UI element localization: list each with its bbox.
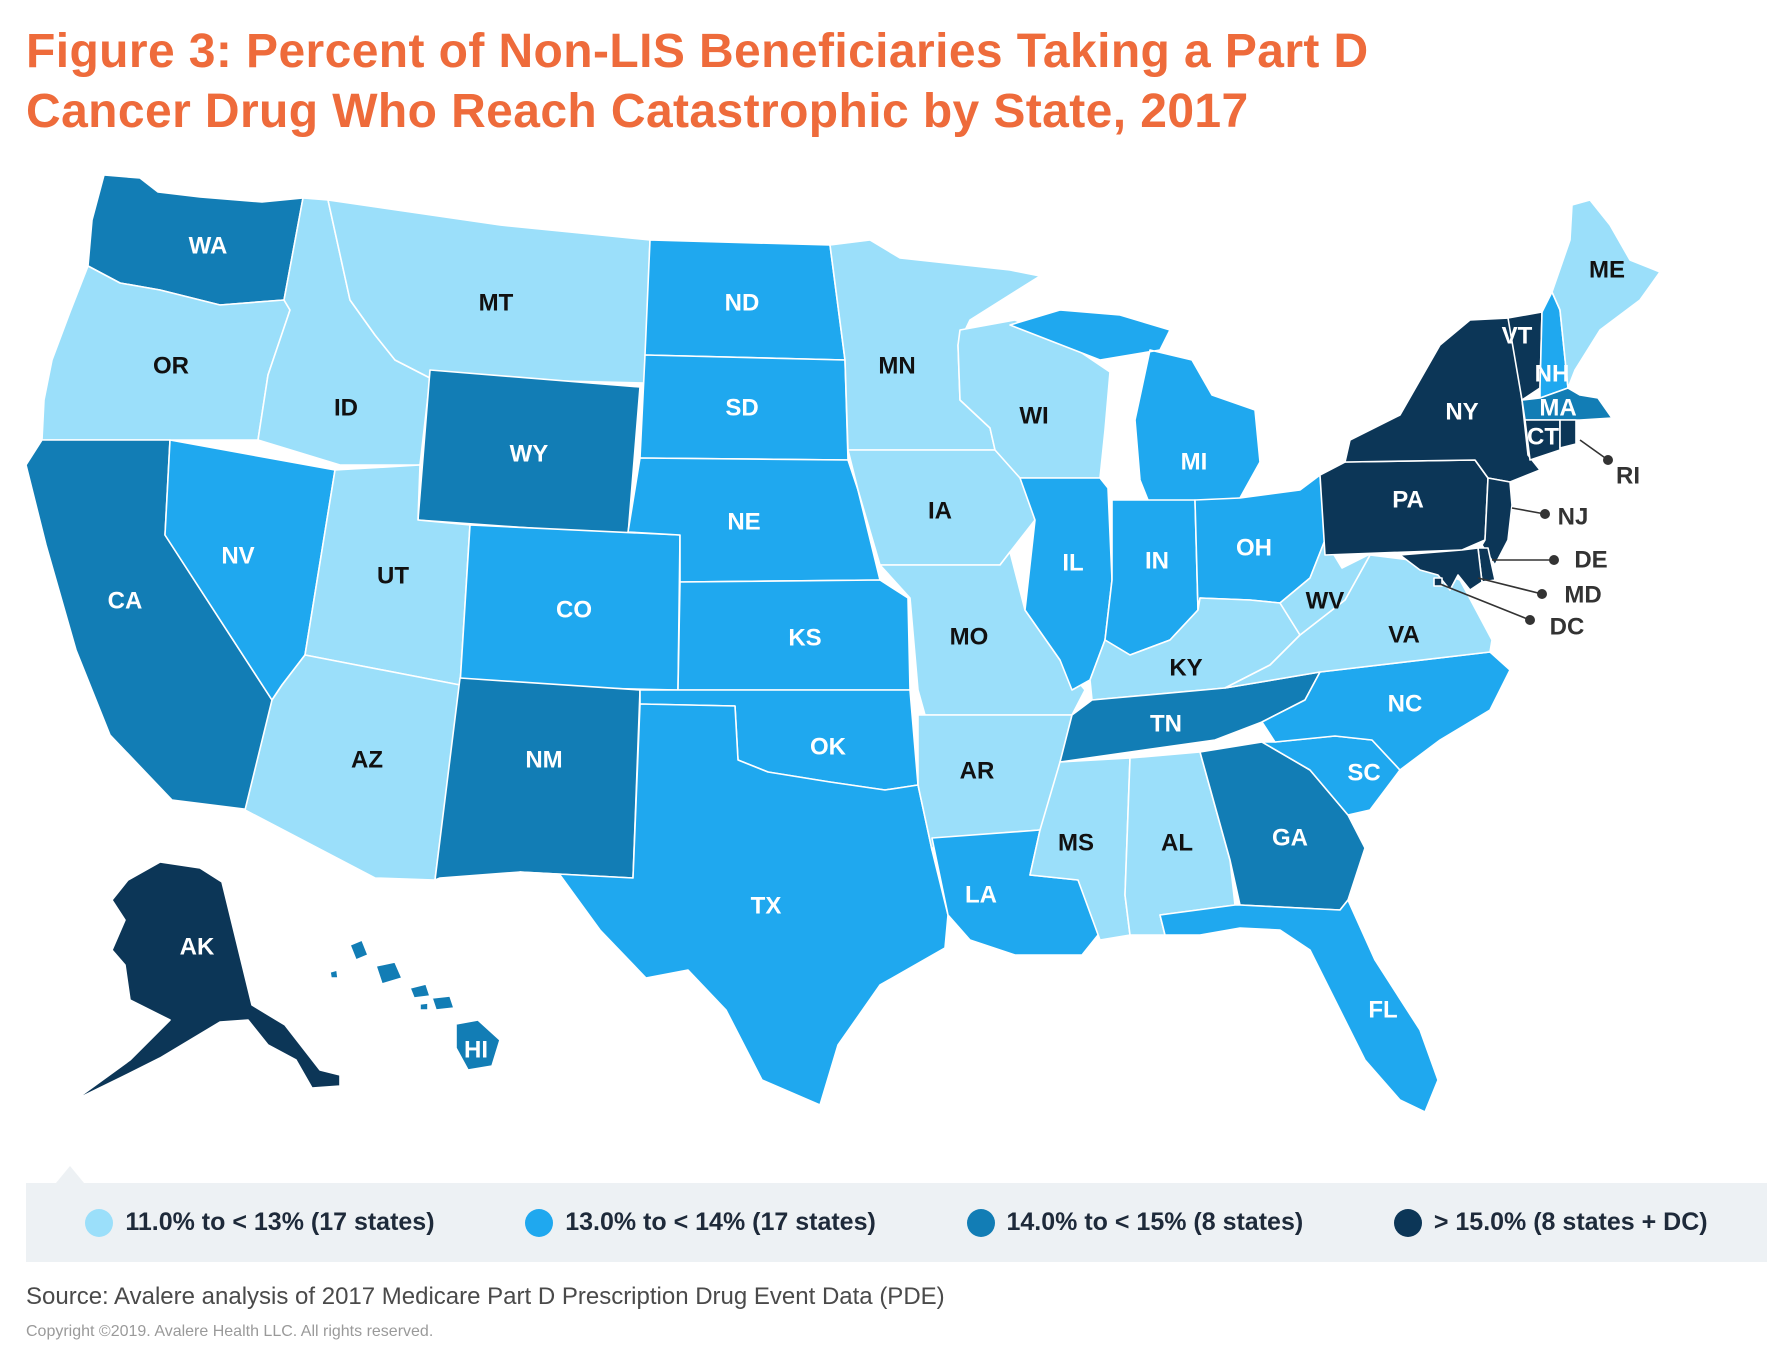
state-label-DE: DE — [1574, 547, 1607, 574]
state-RI — [1559, 419, 1577, 449]
legend-item-3: 14.0% to < 15% (8 states) — [966, 1208, 1304, 1237]
state-label-PA: PA — [1392, 487, 1424, 514]
legend: 11.0% to < 13% (17 states) 13.0% to < 14… — [26, 1183, 1767, 1262]
title-line-2: Cancer Drug Who Reach Catastrophic by St… — [26, 85, 1249, 138]
legend-label-3: 14.0% to < 15% (8 states) — [1006, 1208, 1304, 1236]
copyright-note: Copyright ©2019. Avalere Health LLC. All… — [26, 1323, 434, 1340]
state-label-GA: GA — [1272, 825, 1308, 852]
state-label-WI: WI — [1019, 403, 1048, 430]
state-label-WA: WA — [189, 233, 228, 260]
state-label-TN: TN — [1150, 711, 1182, 738]
state-label-MD: MD — [1564, 582, 1601, 609]
state-label-AR: AR — [960, 758, 995, 785]
state-HI — [329, 939, 501, 1071]
state-label-NH: NH — [1535, 361, 1570, 388]
state-label-RI: RI — [1616, 463, 1640, 490]
state-label-NM: NM — [525, 747, 562, 774]
state-label-CA: CA — [108, 588, 143, 615]
callout-dot-DC — [1525, 615, 1535, 625]
state-label-ID: ID — [334, 395, 358, 422]
state-label-HI: HI — [464, 1037, 488, 1064]
legend-pointer — [56, 1166, 84, 1183]
callout-line-MD — [1477, 577, 1543, 595]
legend-swatch-3 — [966, 1208, 995, 1237]
state-label-NV: NV — [221, 543, 254, 570]
legend-label-4: > 15.0% (8 states + DC) — [1433, 1208, 1708, 1236]
state-label-TX: TX — [751, 893, 782, 920]
legend-label-1: 11.0% to < 13% (17 states) — [125, 1208, 435, 1236]
state-label-WY: WY — [510, 441, 549, 468]
legend-item-1: 11.0% to < 13% (17 states) — [85, 1208, 435, 1237]
title-line-1: Figure 3: Percent of Non-LIS Beneficiari… — [26, 25, 1369, 78]
state-NC — [1261, 651, 1511, 771]
callout-dot-DE — [1549, 555, 1559, 565]
state-label-AK: AK — [180, 934, 215, 961]
state-label-CO: CO — [556, 597, 592, 624]
state-AK — [74, 861, 341, 1101]
state-label-MA: MA — [1539, 395, 1576, 422]
state-label-UT: UT — [377, 563, 409, 590]
state-label-VA: VA — [1388, 622, 1420, 649]
callout-dot-MD — [1537, 589, 1547, 599]
state-label-ME: ME — [1589, 257, 1625, 284]
state-label-MT: MT — [479, 290, 514, 317]
state-label-NE: NE — [727, 509, 760, 536]
legend-swatch-4 — [1393, 1208, 1422, 1237]
callout-line-RI — [1579, 439, 1609, 461]
legend-item-2: 13.0% to < 14% (17 states) — [525, 1208, 876, 1237]
state-label-LA: LA — [965, 882, 997, 909]
legend-swatch-1 — [85, 1208, 114, 1237]
state-label-SC: SC — [1347, 760, 1380, 787]
state-MO — [879, 551, 1086, 716]
state-label-KY: KY — [1169, 655, 1202, 682]
callout-dot-NJ — [1540, 509, 1550, 519]
legend-label-2: 13.0% to < 14% (17 states) — [565, 1208, 876, 1236]
callout-line-NJ — [1511, 507, 1546, 515]
state-label-IL: IL — [1062, 550, 1083, 577]
state-label-DC: DC — [1550, 614, 1585, 641]
state-FL — [1159, 899, 1439, 1113]
state-label-MN: MN — [878, 353, 915, 380]
state-label-MS: MS — [1058, 830, 1094, 857]
callout-lines — [1439, 439, 1613, 625]
state-label-SD: SD — [725, 395, 758, 422]
state-MD — [1399, 547, 1483, 591]
legend-swatch-2 — [525, 1208, 554, 1237]
state-label-OH: OH — [1236, 535, 1272, 562]
state-label-ND: ND — [725, 290, 760, 317]
state-NM — [434, 677, 641, 881]
state-label-IA: IA — [928, 498, 952, 525]
state-MI — [1009, 309, 1261, 506]
state-NJ — [1481, 477, 1513, 566]
chart-title: Figure 3: Percent of Non-LIS Beneficiari… — [26, 22, 1766, 142]
state-label-MI: MI — [1181, 449, 1208, 476]
state-label-KS: KS — [788, 625, 821, 652]
state-CT — [1524, 419, 1561, 461]
state-label-MO: MO — [950, 624, 989, 651]
state-label-WV: WV — [1306, 588, 1345, 615]
state-label-NJ: NJ — [1558, 504, 1589, 531]
callout-dot-RI — [1603, 455, 1613, 465]
source-note: Source: Avalere analysis of 2017 Medicar… — [26, 1283, 945, 1310]
state-TX — [519, 703, 949, 1106]
legend-item-4: > 15.0% (8 states + DC) — [1393, 1208, 1708, 1237]
state-label-FL: FL — [1368, 997, 1397, 1024]
state-label-OK: OK — [810, 734, 847, 761]
callout-line-DC — [1439, 583, 1531, 621]
state-label-CT: CT — [1527, 424, 1559, 451]
state-label-IN: IN — [1145, 548, 1169, 575]
state-label-AL: AL — [1161, 830, 1193, 857]
state-label-NY: NY — [1445, 399, 1478, 426]
state-label-AZ: AZ — [351, 747, 383, 774]
state-label-VT: VT — [1502, 323, 1533, 350]
state-KS — [677, 579, 911, 691]
state-label-NC: NC — [1388, 691, 1423, 718]
state-label-OR: OR — [153, 353, 189, 380]
